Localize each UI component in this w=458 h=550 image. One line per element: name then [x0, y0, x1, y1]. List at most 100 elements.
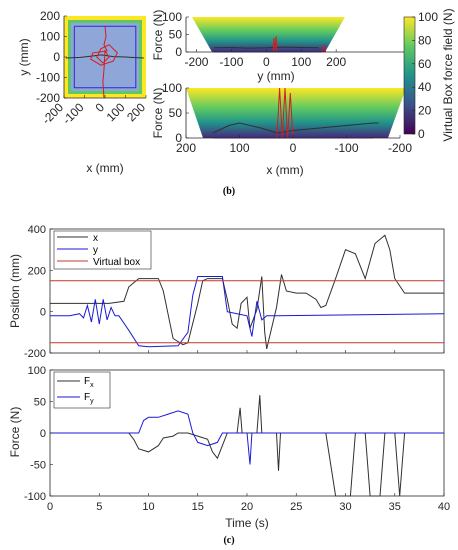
top-left-xtick-label: 100: [104, 100, 128, 124]
colorbar-tick-label: 60: [418, 57, 432, 71]
force-ytick-label: 50: [34, 397, 46, 409]
legend-fy-main: F: [84, 392, 90, 403]
top-right-lower-series-0: [212, 122, 379, 134]
colorbar-tick-label: 40: [418, 80, 432, 94]
force-y-plot: 0 50 100 -200 -100 0 100 200 Force (N) y (mm): [151, 10, 406, 83]
position-legend: x y Virtual box: [53, 230, 152, 270]
legend-box-label: Virtual box: [93, 257, 140, 268]
top-right-lower-ytick-label: 50: [169, 106, 183, 120]
legend-fx-main: F: [84, 376, 90, 387]
xy-plot-xlabel: x (mm): [86, 161, 123, 175]
caption-c: (c): [223, 535, 234, 546]
top-right-lower-xtick-label: 0: [290, 141, 297, 155]
force-ylabel: Force (N): [8, 407, 22, 458]
force-ytick-label: 100: [28, 365, 46, 377]
top-right-upper-series-1: [272, 36, 327, 53]
force-legend-box: [53, 371, 111, 409]
force-x-plot: 0 50 100 200 100 0 -100 -200 Force (N) x (mm): [151, 81, 412, 177]
top-left-xtick-label: -100: [60, 100, 87, 127]
top-left-ytick-label: 200: [40, 9, 60, 23]
position-series: [50, 234, 445, 350]
force-ytick-label: -50: [30, 460, 46, 472]
top-right-lower-ytick-label: 0: [175, 131, 182, 145]
colorbar-ticks: 0 20 40 60 80 100: [412, 10, 438, 141]
top-left-ytick-label: 100: [40, 30, 60, 44]
force-y-axes: 0 50 100 -200 -100 0 100 200: [162, 10, 406, 69]
top-right-lower-xtick-label: 200: [176, 141, 196, 155]
position-series-x: [50, 234, 444, 350]
xy-plot-ylabel: y (mm): [17, 38, 31, 75]
position-axes: -200 0 200 400: [24, 224, 445, 360]
top-right-upper-xtick-label: 200: [326, 55, 346, 69]
force-y-xlabel: y (mm): [257, 69, 294, 83]
xy-plot-series: [65, 25, 144, 99]
force-xtick-label: 0: [47, 501, 53, 513]
force-series-f-y: [50, 410, 444, 465]
top-right-upper-series-0: [213, 46, 319, 49]
top-right-lower-xtick-label: 100: [229, 141, 249, 155]
top-right-upper-ytick-label: 50: [169, 28, 183, 42]
position-ytick-label: 200: [28, 265, 46, 277]
force-xtick-label: 5: [96, 501, 102, 513]
top-left-series-1: [73, 25, 137, 89]
force-xtick-label: 30: [339, 501, 351, 513]
top-left-xtick-label: 200: [124, 100, 148, 124]
position-ytick-label: 0: [40, 307, 46, 319]
legend-fy-sub: y: [90, 398, 94, 405]
force-xtick-label: 35: [389, 501, 401, 513]
force-xtick-label: 40: [438, 501, 450, 513]
force-y-field: [192, 17, 345, 52]
position-plot: -200 0 200 400 Position (mm) x y Virtual bo…: [8, 224, 445, 360]
colorbar-tick-label: 80: [418, 33, 432, 47]
force-xtick-label: 20: [241, 501, 253, 513]
top-right-upper-xtick-label: 0: [263, 55, 270, 69]
colorbar-label: Virtual Box force field (N): [441, 8, 455, 141]
caption-b: (b): [223, 186, 235, 197]
top-right-upper-ytick-label: 0: [175, 45, 182, 59]
position-plot-frame: [49, 228, 445, 354]
top-right-upper-ytick-label: 100: [162, 10, 182, 24]
top-left-ytick-label: -200: [36, 91, 60, 105]
force-xlabel: Time (s): [225, 516, 269, 530]
legend-fy-label: Fy: [84, 392, 94, 405]
force-xtick-label: 25: [290, 501, 302, 513]
top-right-lower-series-1: [276, 87, 294, 139]
colorbar-gradient: [403, 16, 416, 135]
colorbar-tick-label: 20: [418, 104, 432, 118]
force-x-ylabel: Force (N): [151, 88, 165, 139]
legend-fx-sub: x: [90, 382, 94, 389]
colorbar-tick-label: 0: [418, 127, 425, 141]
position-ytick-label: -200: [24, 348, 46, 360]
force-legend: Fx Fy: [53, 371, 111, 409]
force-x-xlabel: x (mm): [266, 163, 303, 177]
force-ytick-label: -100: [24, 491, 46, 503]
force-axes: -100 -50 0 50 100 0 5 10 15 20 25 30 35 40: [24, 365, 450, 513]
legend-fx-label: Fx: [84, 376, 94, 389]
top-right-lower-xtick-label: -100: [334, 141, 358, 155]
force-x-axes: 0 50 100 200 100 0 -100 -200: [162, 81, 412, 155]
top-right-upper-xtick-label: 100: [291, 55, 311, 69]
position-ylabel: Position (mm): [8, 254, 22, 328]
colorbar: 0 20 40 60 80 100 Virtual Box force field (N): [403, 8, 455, 142]
force-xtick-label: 15: [192, 501, 204, 513]
top-right-upper-xtick-label: -100: [219, 55, 243, 69]
legend-x-label: x: [93, 233, 98, 244]
position-series-y: [50, 276, 445, 348]
top-left-ytick-label: 0: [53, 50, 60, 64]
top-right-lower-ytick-label: 100: [162, 81, 182, 95]
top-left-ytick-label: -100: [36, 71, 60, 85]
top-right-upper-xtick-label: -200: [184, 55, 208, 69]
legend-y-label: y: [93, 245, 98, 256]
force-ytick-label: 0: [40, 428, 46, 440]
top-left-series-2: [90, 26, 118, 99]
force-y-ylabel: Force (N): [151, 10, 165, 61]
force-xtick-label: 10: [142, 501, 154, 513]
colorbar-tick-label: 100: [418, 10, 438, 24]
position-ytick-label: 400: [28, 224, 46, 236]
top-right-lower-xtick-label: -200: [388, 141, 412, 155]
force-series-f-x: [50, 395, 444, 497]
force-series: [50, 395, 444, 497]
